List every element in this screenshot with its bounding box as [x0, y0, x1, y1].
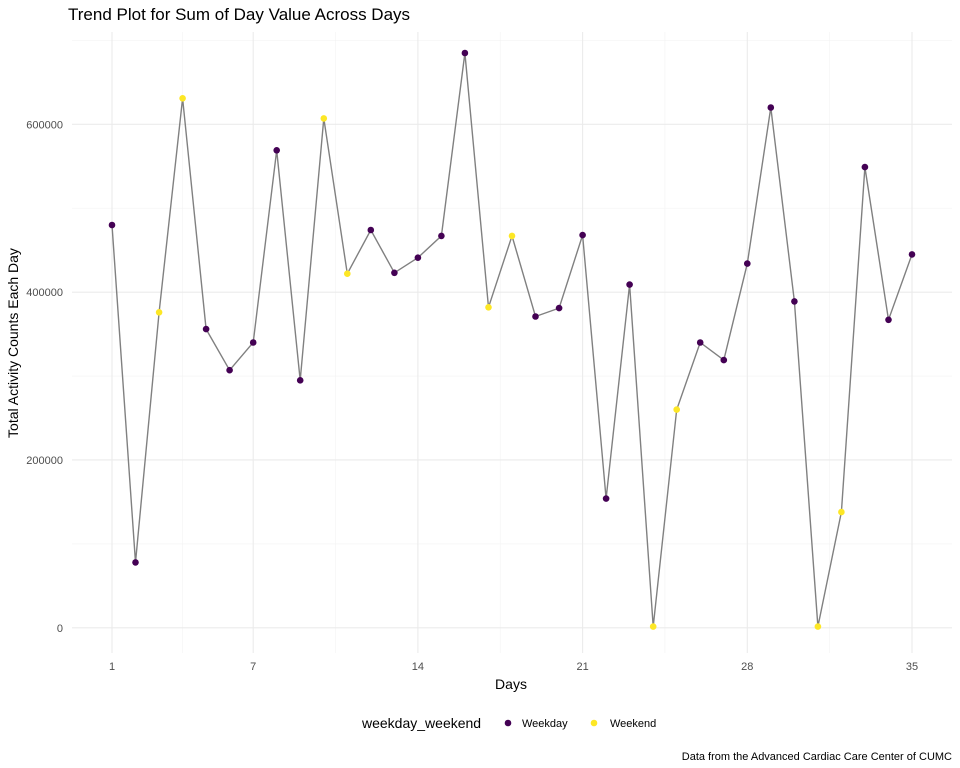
data-point-weekday	[885, 316, 892, 324]
data-point-weekend	[838, 508, 845, 516]
legend-label-weekday: Weekday	[522, 718, 568, 730]
data-point-weekday	[532, 313, 539, 320]
x-tick-label: 1	[109, 661, 115, 673]
legend-entries: Weekday Weekend	[504, 718, 656, 730]
data-point-weekend	[344, 270, 351, 278]
caption: Data from the Advanced Cardiac Care Cent…	[682, 751, 952, 763]
data-point-weekend	[179, 95, 186, 102]
data-point-weekday	[226, 366, 233, 374]
data-point-weekday	[555, 304, 563, 312]
data-point-weekend	[673, 406, 680, 413]
data-point-weekday	[391, 269, 398, 277]
legend: weekday_weekend Weekday Weekend	[361, 715, 656, 731]
y-axis-title: Total Activity Counts Each Day	[5, 248, 21, 438]
y-axis-ticks: 0 200000 400000 600000	[26, 119, 63, 635]
x-tick-label: 7	[250, 661, 256, 673]
x-tick-label: 14	[412, 661, 424, 673]
data-point-weekday	[249, 339, 257, 346]
data-point-weekday	[367, 226, 375, 234]
data-point-weekday	[767, 104, 775, 111]
data-point-weekday	[861, 163, 869, 171]
legend-label-weekend: Weekend	[610, 718, 656, 730]
data-point-weekday	[720, 356, 728, 364]
x-axis-title: Days	[495, 676, 527, 692]
data-point-weekend	[320, 115, 328, 122]
x-tick-label: 35	[906, 661, 918, 673]
x-axis-ticks: 1 7 14 21 28 35	[109, 661, 918, 673]
data-point-weekday	[626, 281, 633, 288]
data-point-weekday	[202, 325, 210, 333]
data-point-weekday	[296, 377, 304, 384]
data-point-weekday	[908, 251, 916, 258]
grid	[72, 32, 952, 653]
data-point-weekday	[744, 260, 751, 267]
data-point-weekend	[508, 232, 516, 240]
data-point-weekend	[485, 304, 492, 311]
data-point-weekend	[814, 623, 822, 630]
data-point-weekday	[461, 49, 469, 57]
data-point-weekend	[155, 309, 163, 316]
y-tick-label: 400000	[26, 287, 63, 299]
legend-key-weekend	[590, 719, 598, 727]
data-point-weekday	[438, 232, 445, 240]
y-tick-label: 0	[57, 623, 63, 635]
data-point-weekday	[602, 495, 610, 502]
data-point-weekday	[132, 559, 139, 566]
data-point-weekday	[696, 339, 704, 346]
data-point-weekday	[108, 221, 116, 229]
x-tick-label: 21	[576, 661, 588, 673]
chart-title: Trend Plot for Sum of Day Value Across D…	[68, 5, 410, 24]
legend-key-weekday	[504, 719, 512, 727]
x-tick-label: 28	[741, 661, 753, 673]
data-points	[108, 49, 916, 630]
data-point-weekend	[649, 623, 657, 630]
series-line	[111, 52, 913, 627]
data-point-weekday	[414, 254, 422, 261]
data-point-weekday	[791, 298, 798, 305]
data-point-weekday	[579, 231, 586, 239]
legend-title: weekday_weekend	[361, 715, 481, 731]
y-tick-label: 200000	[26, 455, 63, 467]
data-point-weekday	[273, 147, 281, 154]
y-tick-label: 600000	[26, 119, 63, 131]
